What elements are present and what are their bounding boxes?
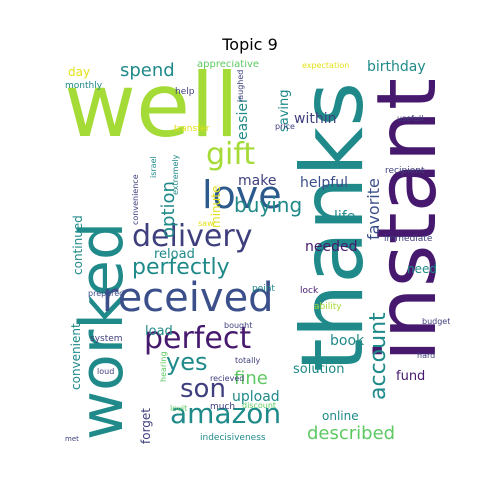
word-gift: gift	[206, 137, 256, 172]
word-lovit: lovit	[170, 404, 188, 413]
word-recieved: recieved	[210, 374, 245, 383]
word-cloud: thanks instant well worked received love…	[62, 60, 450, 448]
word-extremely: extremely	[171, 154, 180, 195]
word-make: make	[238, 173, 277, 189]
word-online: online	[322, 409, 359, 423]
word-indecisiveness: indecisiveness	[200, 433, 266, 443]
word-day: day	[68, 65, 91, 79]
word-hearing: hearing	[159, 351, 168, 382]
word-account: account	[366, 312, 391, 400]
word-totally: totally	[235, 356, 261, 365]
word-recipient: recipient	[385, 166, 425, 176]
word-need: need	[407, 262, 437, 276]
word-expectation: expectation	[302, 61, 350, 70]
word-laughed: laughed	[236, 69, 245, 102]
word-monthly: monthly	[65, 81, 103, 91]
word-prepared: prepared	[88, 289, 125, 298]
word-reload: reload	[154, 247, 195, 262]
word-described: described	[307, 423, 396, 444]
word-forget: forget	[139, 408, 153, 444]
word-load: load	[145, 324, 173, 339]
word-birthday: birthday	[367, 60, 426, 75]
word-solution: solution	[293, 362, 345, 377]
word-fine: fine	[234, 368, 268, 389]
word-lock: lock	[300, 286, 319, 296]
word-fund: fund	[396, 369, 426, 384]
word-within: within	[294, 111, 337, 127]
chart-title: Topic 9	[222, 35, 278, 54]
word-life: life	[334, 209, 356, 225]
word-convenience: convenience	[131, 174, 140, 225]
word-system: system	[90, 334, 123, 344]
word-easier: easier	[235, 97, 251, 140]
word-budget: budget	[422, 317, 450, 326]
word-much: much	[210, 402, 236, 412]
word-received: received	[102, 275, 274, 321]
word-perfect: perfect	[144, 321, 252, 356]
word-upload: upload	[232, 389, 280, 405]
word-immediate: immediate	[384, 234, 433, 244]
word-help: help	[175, 87, 195, 97]
word-convenient: convenient	[69, 323, 83, 390]
word-well: well	[64, 60, 240, 157]
word-yes: yes	[166, 348, 208, 376]
word-delivery: delivery	[132, 219, 253, 254]
word-ability: ability	[314, 302, 342, 312]
word-perfectly: perfectly	[132, 255, 230, 280]
word-bought: bought	[224, 321, 253, 330]
word-needed: needed	[305, 239, 358, 255]
word-spend: spend	[120, 60, 175, 81]
word-helpful: helpful	[300, 175, 348, 191]
word-favorite: favorite	[364, 178, 383, 240]
word-buying: buying	[234, 193, 303, 217]
word-son: son	[180, 374, 226, 404]
word-met: met	[65, 435, 79, 443]
word-saw: saw	[198, 219, 214, 228]
word-book: book	[330, 333, 365, 349]
word-love: love	[202, 173, 282, 217]
word-usefull: usefull	[397, 114, 424, 123]
word-discount: discount	[242, 401, 277, 410]
word-hard: hard	[417, 351, 436, 360]
word-appreciative: appreciative	[197, 60, 260, 70]
word-loud: loud	[97, 367, 115, 376]
word-price: price	[275, 122, 295, 131]
word-point: point	[252, 284, 275, 294]
word-continued: continued	[71, 215, 85, 275]
word-israel: israel	[149, 156, 158, 178]
word-amazon: amazon	[170, 397, 282, 430]
word-transfer: transfer	[174, 124, 210, 134]
